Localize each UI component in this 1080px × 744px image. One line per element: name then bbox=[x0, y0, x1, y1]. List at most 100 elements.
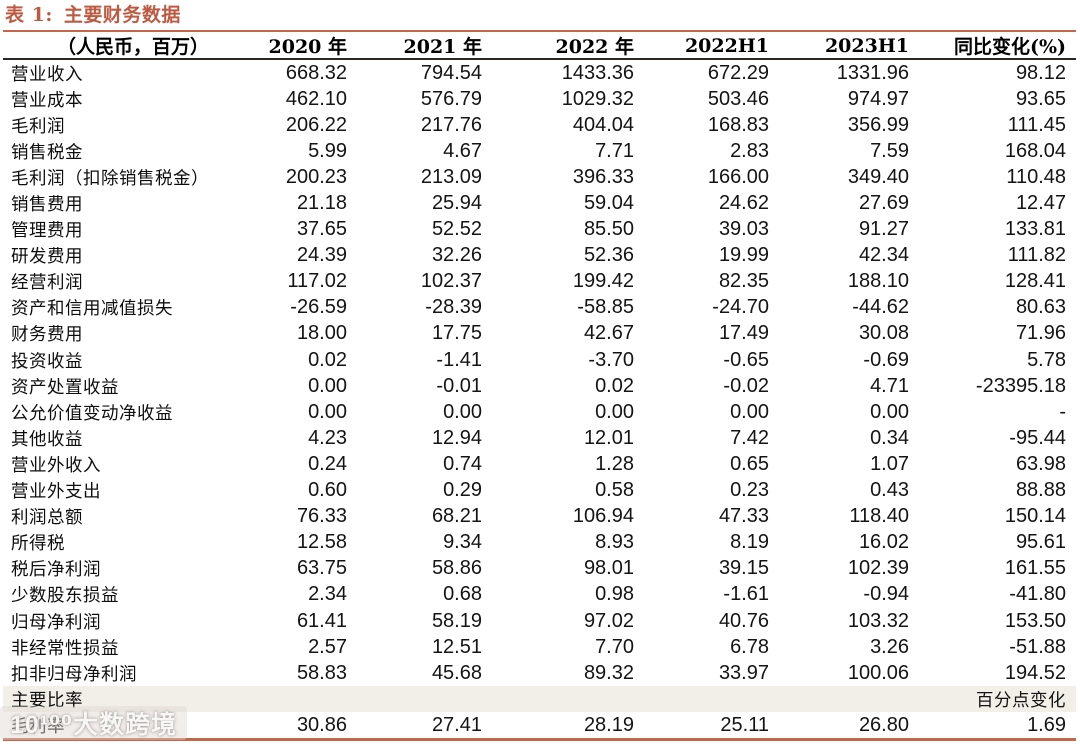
column-header-yoy: 同比变化(%) bbox=[953, 36, 1066, 58]
cell: 25.11 bbox=[720, 713, 769, 736]
cell: 576.79 bbox=[420, 87, 482, 110]
cell: 4.67 bbox=[443, 139, 482, 162]
cell: 0.24 bbox=[308, 452, 347, 475]
table-row: 销售费用 21.18 25.94 59.04 24.62 27.69 12.47 bbox=[3, 190, 1076, 216]
cell: -26.59 bbox=[290, 296, 347, 319]
cell: 61.41 bbox=[296, 609, 347, 632]
table-row: 财务费用 18.00 17.75 42.67 17.49 30.08 71.96 bbox=[3, 321, 1076, 347]
table-title: 表 1: 主要财务数据 bbox=[5, 3, 1080, 27]
cell: -28.39 bbox=[425, 296, 482, 319]
table-row: 税后净利润 63.75 58.86 98.01 39.15 102.39 161.55 bbox=[3, 556, 1076, 582]
column-header-2020: 2020 年 bbox=[268, 36, 348, 58]
cell: 52.52 bbox=[431, 218, 482, 241]
cell: 40.76 bbox=[718, 609, 769, 632]
cell: 199.42 bbox=[572, 270, 634, 293]
cell: 58.86 bbox=[431, 557, 482, 580]
cell: -95.44 bbox=[1009, 426, 1066, 449]
row-label: 营业外收入 bbox=[11, 455, 101, 476]
cell: 0.02 bbox=[308, 348, 347, 371]
cell: 168.83 bbox=[707, 113, 769, 136]
cell: 2.34 bbox=[308, 583, 347, 606]
cell: 1433.36 bbox=[561, 61, 634, 84]
table-bottom-border bbox=[3, 738, 1076, 742]
cell: 166.00 bbox=[707, 165, 769, 188]
table-row: 营业收入 668.32 794.54 1433.36 672.29 1331.96 98.1… bbox=[3, 60, 1076, 86]
cell: 71.96 bbox=[1015, 322, 1066, 345]
cell: 188.10 bbox=[847, 270, 909, 293]
cell: 0.65 bbox=[730, 452, 769, 475]
cell: 0.29 bbox=[443, 479, 482, 502]
cell: 794.54 bbox=[420, 61, 482, 84]
cell: 0.23 bbox=[730, 479, 769, 502]
row-label: 经营利润 bbox=[11, 273, 83, 294]
cell: 27.41 bbox=[431, 713, 482, 736]
row-label: 归母净利润 bbox=[11, 612, 101, 633]
cell: 133.81 bbox=[1004, 218, 1066, 241]
column-header-unit: （人民币，百万） bbox=[56, 36, 209, 58]
cell: -24.70 bbox=[712, 296, 769, 319]
row-label: 利润总额 bbox=[11, 508, 83, 529]
row-label: 所得税 bbox=[11, 534, 65, 555]
table-row: 资产处置收益 0.00 -0.01 0.02 -0.02 4.71 -23395.18 bbox=[3, 373, 1076, 399]
cell: 1.07 bbox=[870, 452, 909, 475]
cell: 百分点变化 bbox=[976, 690, 1066, 711]
cell: 462.10 bbox=[285, 87, 347, 110]
cell: 672.29 bbox=[707, 61, 769, 84]
cell: 16.02 bbox=[858, 531, 909, 554]
table-row: 研发费用 24.39 32.26 52.36 19.99 42.34 111.82 bbox=[3, 243, 1076, 269]
table-row: 归母净利润 61.41 58.19 97.02 40.76 103.32 153.50 bbox=[3, 608, 1076, 634]
cell: 17.75 bbox=[431, 322, 482, 345]
column-header-2021: 2021 年 bbox=[403, 36, 483, 58]
cell: 128.41 bbox=[1004, 270, 1066, 293]
cell: 2.83 bbox=[730, 139, 769, 162]
cell: 1.69 bbox=[1027, 713, 1066, 736]
cell: 12.94 bbox=[431, 426, 482, 449]
row-label: 财务费用 bbox=[11, 325, 83, 346]
row-label: 公允价值变动净收益 bbox=[11, 403, 173, 424]
cell: -1.61 bbox=[723, 583, 769, 606]
cell: 0.00 bbox=[595, 400, 634, 423]
cell: 0.00 bbox=[730, 400, 769, 423]
cell: 110.48 bbox=[1006, 165, 1066, 188]
cell: 111.45 bbox=[1007, 113, 1066, 136]
cell: 26.80 bbox=[858, 713, 909, 736]
cell: 213.09 bbox=[420, 165, 482, 188]
cell: 58.83 bbox=[296, 661, 347, 684]
cell: 17.49 bbox=[718, 322, 769, 345]
cell: 0.00 bbox=[308, 374, 347, 397]
cell: -41.80 bbox=[1009, 583, 1066, 606]
section-row: 主要比率 百分点变化 bbox=[3, 686, 1076, 713]
cell: 0.74 bbox=[443, 452, 482, 475]
cell: 68.21 bbox=[431, 505, 482, 528]
cell: 97.02 bbox=[583, 609, 634, 632]
cell: 1.28 bbox=[595, 452, 634, 475]
cell: -44.62 bbox=[852, 296, 909, 319]
cell: 4.71 bbox=[870, 374, 909, 397]
cell: 12.58 bbox=[296, 531, 347, 554]
cell: 0.43 bbox=[870, 479, 909, 502]
cell: 12.51 bbox=[431, 635, 482, 658]
cell: -0.65 bbox=[723, 348, 769, 371]
cell: 2.57 bbox=[308, 635, 347, 658]
cell: 404.04 bbox=[572, 113, 634, 136]
cell: 102.39 bbox=[847, 557, 909, 580]
cell: 52.36 bbox=[583, 244, 634, 267]
cell: 76.33 bbox=[296, 505, 347, 528]
title-divider bbox=[3, 30, 1076, 32]
cell: 32.26 bbox=[431, 244, 482, 267]
cell: 21.18 bbox=[296, 192, 347, 215]
cell: 100.06 bbox=[847, 661, 909, 684]
table-row: 销售税金 5.99 4.67 7.71 2.83 7.59 168.04 bbox=[3, 138, 1076, 164]
cell: 18.00 bbox=[296, 322, 347, 345]
table-row: 利润总额 76.33 68.21 106.94 47.33 118.40 150.14 bbox=[3, 504, 1076, 530]
cell: 0.00 bbox=[443, 400, 482, 423]
cell: 396.33 bbox=[572, 165, 634, 188]
cell: 39.15 bbox=[718, 557, 769, 580]
row-label: 毛利率 bbox=[11, 716, 65, 737]
cell: 102.37 bbox=[420, 270, 482, 293]
cell: 30.08 bbox=[858, 322, 909, 345]
cell: 6.78 bbox=[730, 635, 769, 658]
cell: 7.59 bbox=[870, 139, 909, 162]
table-row: 毛利率 30.86 27.41 28.19 25.11 26.80 1.69 bbox=[3, 712, 1076, 738]
cell: 161.55 bbox=[1004, 557, 1066, 580]
